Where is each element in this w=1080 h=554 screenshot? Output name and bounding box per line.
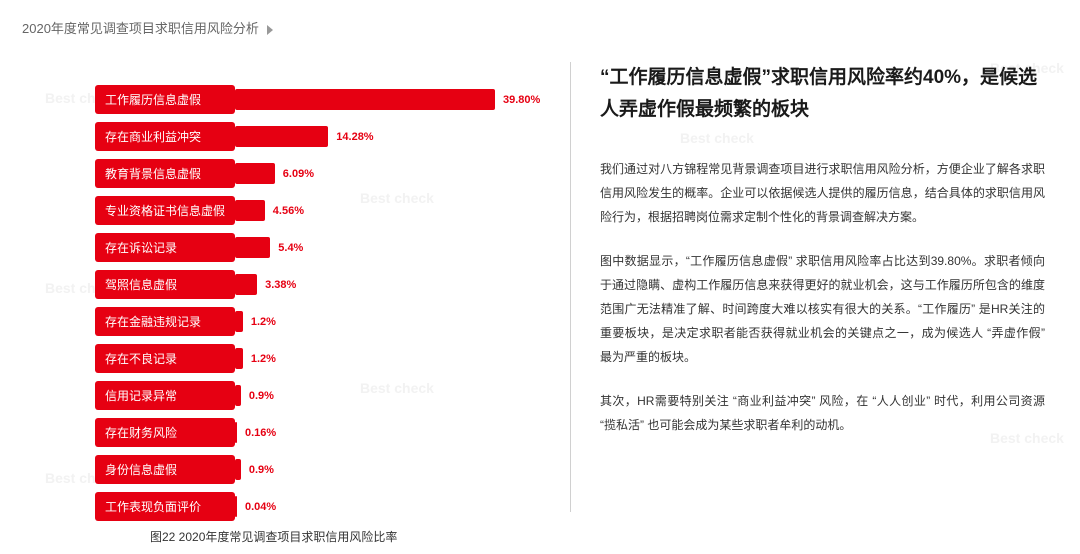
bar-fill (235, 89, 495, 110)
bar-value: 4.56% (273, 196, 304, 225)
vertical-divider (570, 62, 571, 512)
bar-row: 工作履历信息虚假39.80% (95, 85, 525, 114)
bar-value: 5.4% (278, 233, 303, 262)
bar-fill (235, 422, 237, 443)
bar-value: 0.9% (249, 381, 274, 410)
bar-row: 教育背景信息虚假 6.09% (95, 159, 525, 188)
bar-value: 0.04% (245, 492, 276, 521)
bar-label: 存在诉讼记录 (95, 233, 235, 262)
bar-row: 专业资格证书信息虚假 4.56% (95, 196, 525, 225)
chart-caption: 图22 2020年度常见调查项目求职信用风险比率 (150, 528, 397, 545)
bar-row: 身份信息虚假 0.9% (95, 455, 525, 484)
bar-fill (235, 274, 257, 295)
bar-row: 存在商业利益冲突 14.28% (95, 122, 525, 151)
bar-fill (235, 459, 241, 480)
bar-value: 39.80% (503, 85, 540, 114)
right-column: “工作履历信息虚假”求职信用风险率约40%，是候选人弄虚作假最频繁的板块 我们通… (600, 62, 1045, 457)
bar-label: 教育背景信息虚假 (95, 159, 235, 188)
bar-value: 3.38% (265, 270, 296, 299)
bar-fill (235, 163, 275, 184)
bar-label: 专业资格证书信息虚假 (95, 196, 235, 225)
bar-row: 驾照信息虚假 3.38% (95, 270, 525, 299)
bar-row: 存在不良记录 1.2% (95, 344, 525, 373)
risk-bar-chart: 工作履历信息虚假39.80% 存在商业利益冲突 14.28% 教育背景信息虚假 6.09… (95, 85, 525, 529)
bar-fill (235, 126, 328, 147)
page-title: 2020年度常见调查项目求职信用风险分析 (22, 18, 273, 37)
bar-fill (235, 237, 270, 258)
paragraph-2: 图中数据显示，“工作履历信息虚假” 求职信用风险率占比达到39.80%。求职者倾… (600, 249, 1045, 369)
paragraph-1: 我们通过对八方锦程常见背景调查项目进行求职信用风险分析，方便企业了解各求职信用风… (600, 157, 1045, 229)
bar-label: 驾照信息虚假 (95, 270, 235, 299)
bar-value: 6.09% (283, 159, 314, 188)
bar-row: 存在金融违规记录 1.2% (95, 307, 525, 336)
bar-fill (235, 496, 237, 517)
bar-label: 工作履历信息虚假 (95, 85, 235, 114)
bar-label: 信用记录异常 (95, 381, 235, 410)
bar-value: 1.2% (251, 307, 276, 336)
bar-value: 0.16% (245, 418, 276, 447)
bar-row: 信用记录异常 0.9% (95, 381, 525, 410)
paragraph-3: 其次，HR需要特别关注 “商业利益冲突” 风险，在 “人人创业” 时代，利用公司… (600, 389, 1045, 437)
bar-fill (235, 311, 243, 332)
bar-value: 14.28% (336, 122, 373, 151)
bar-fill (235, 385, 241, 406)
bar-row: 存在财务风险 0.16% (95, 418, 525, 447)
bar-value: 0.9% (249, 455, 274, 484)
bar-label: 身份信息虚假 (95, 455, 235, 484)
bar-label: 工作表现负面评价 (95, 492, 235, 521)
bar-fill (235, 200, 265, 221)
section-heading: “工作履历信息虚假”求职信用风险率约40%，是候选人弄虚作假最频繁的板块 (600, 62, 1045, 127)
bar-label: 存在商业利益冲突 (95, 122, 235, 151)
bar-row: 工作表现负面评价 0.04% (95, 492, 525, 521)
bar-value: 1.2% (251, 344, 276, 373)
bar-row: 存在诉讼记录 5.4% (95, 233, 525, 262)
bar-fill (235, 348, 243, 369)
bar-label: 存在不良记录 (95, 344, 235, 373)
bar-label: 存在财务风险 (95, 418, 235, 447)
bar-label: 存在金融违规记录 (95, 307, 235, 336)
